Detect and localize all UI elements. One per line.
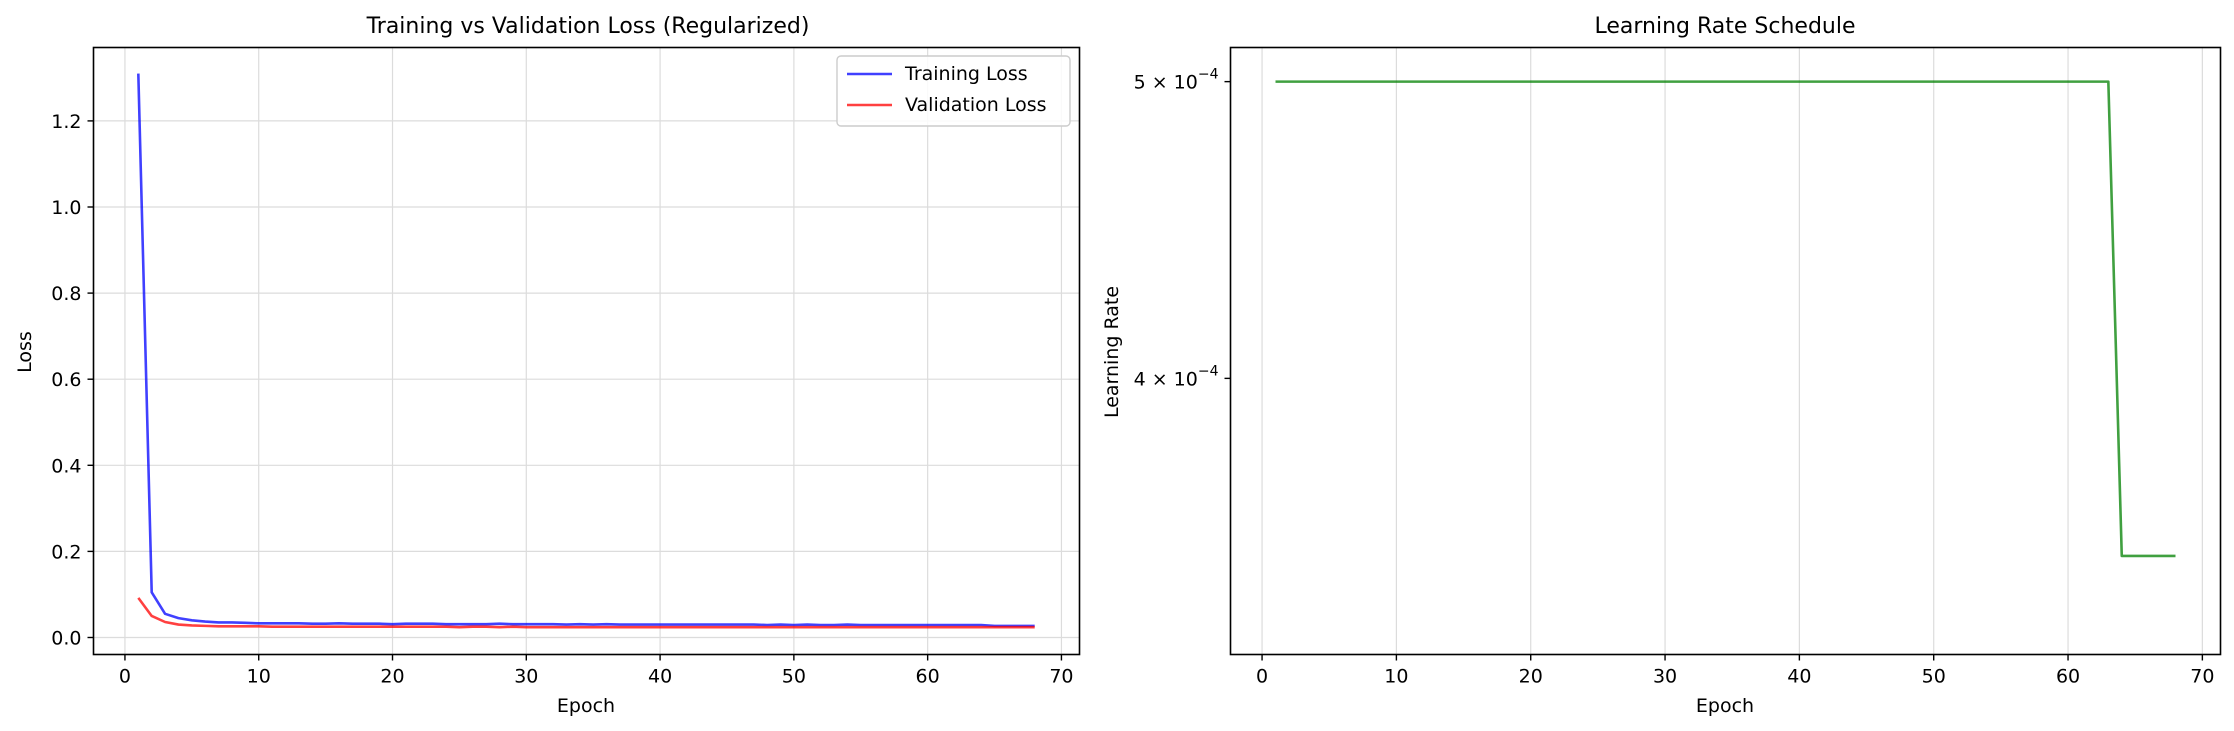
- x-tick-label: 30: [1653, 666, 1677, 688]
- loss-chart-legend: Training Loss Validation Loss: [836, 55, 1071, 127]
- series-line-validation-loss: [137, 597, 1035, 629]
- x-tick-label: 60: [916, 666, 940, 688]
- y-tick-label: 0.6: [51, 369, 81, 391]
- learning-rate-chart: Learning Rate Schedule 0 10 20 30 40 50 60 70 5 …: [1101, 14, 2222, 717]
- x-tick-label: 40: [648, 666, 672, 688]
- x-tick-label: 70: [1049, 666, 1073, 688]
- learning-rate-chart-ylabel: Learning Rate: [1101, 286, 1123, 418]
- loss-chart-series: [137, 73, 1035, 629]
- x-tick-label: 20: [1519, 666, 1543, 688]
- y-tick-label: 0.0: [51, 627, 81, 649]
- x-tick-label: 50: [782, 666, 806, 688]
- y-tick-label: 0.2: [51, 541, 81, 563]
- x-tick-label: 20: [380, 666, 404, 688]
- legend-box: [836, 55, 1071, 127]
- loss-chart-ticks: 0 10 20 30 40 50 60 70 0.0 0.2 0.4 0.6 0.8 1.0 1.2: [51, 111, 1073, 688]
- learning-rate-chart-grid: [1261, 47, 2203, 655]
- learning-rate-chart-xlabel: Epoch: [1696, 695, 1754, 717]
- x-tick-label: 60: [2056, 666, 2080, 688]
- x-tick-label: 0: [119, 666, 131, 688]
- learning-rate-chart-ticks: 0 10 20 30 40 50 60 70 5 × 10−4 4 × 10−4: [1134, 67, 2215, 688]
- learning-rate-chart-title: Learning Rate Schedule: [1594, 14, 1855, 39]
- y-tick-label: 0.4: [51, 455, 81, 477]
- legend-label-training-loss: Training Loss: [904, 63, 1028, 85]
- x-tick-label: 10: [1384, 666, 1408, 688]
- y-tick-label: 0.8: [51, 283, 81, 305]
- x-tick-label: 70: [2190, 666, 2214, 688]
- series-line-learning-rate: [1275, 80, 2176, 558]
- loss-chart-xlabel: Epoch: [557, 695, 615, 717]
- loss-chart-ylabel: Loss: [14, 331, 36, 373]
- x-tick-label: 0: [1256, 666, 1268, 688]
- learning-rate-chart-frame: [1229, 46, 2222, 656]
- x-tick-label: 10: [247, 666, 271, 688]
- y-tick-label: 5 × 10−4: [1134, 67, 1219, 94]
- x-tick-label: 40: [1787, 666, 1811, 688]
- legend-label-validation-loss: Validation Loss: [905, 94, 1047, 116]
- loss-chart-title: Training vs Validation Loss (Regularized…: [366, 14, 810, 39]
- y-tick-label: 1.0: [51, 197, 81, 219]
- y-tick-label: 1.2: [51, 111, 81, 133]
- loss-chart: Training vs Validation Loss (Regularized…: [14, 14, 1081, 717]
- x-tick-label: 30: [514, 666, 538, 688]
- y-tick-label: 4 × 10−4: [1134, 363, 1219, 390]
- learning-rate-chart-series: [1275, 80, 2176, 558]
- series-line-training-loss: [137, 73, 1035, 628]
- loss-chart-grid: [93, 47, 1080, 655]
- x-tick-label: 50: [1922, 666, 1946, 688]
- loss-chart-frame: [92, 46, 1081, 656]
